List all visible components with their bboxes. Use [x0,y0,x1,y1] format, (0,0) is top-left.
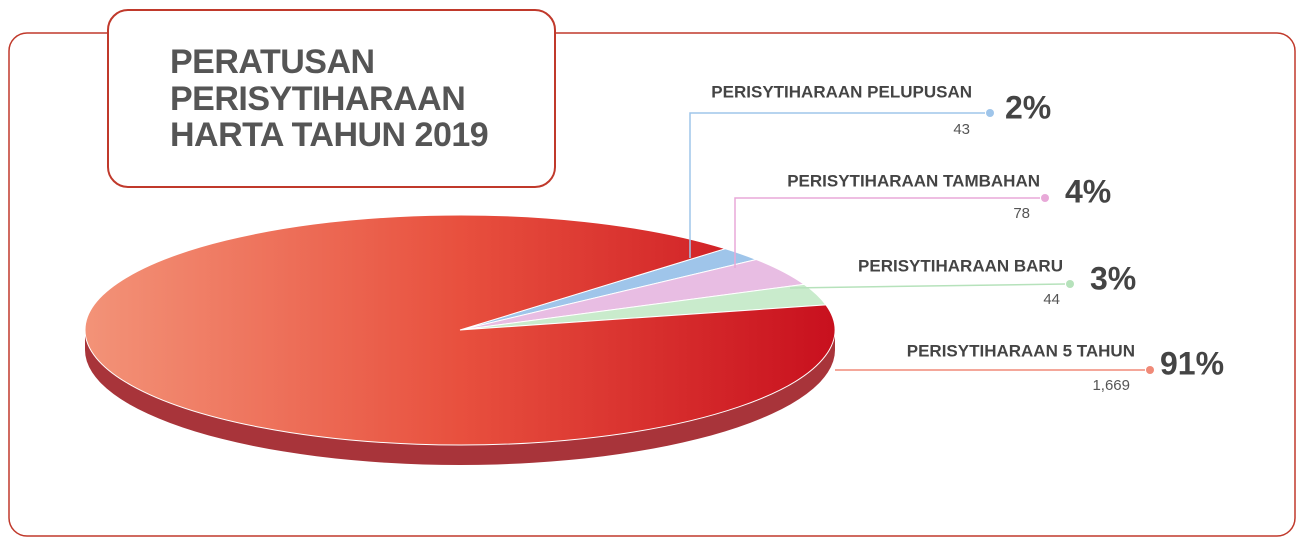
percent-label: 4% [1065,173,1111,209]
category-label: PERISYTIHARAAN PELUPUSAN [711,82,972,101]
title-box [107,9,556,188]
leader-line [689,112,985,258]
count-label: 44 [1043,291,1060,308]
count-label: 1,669 [1092,377,1130,394]
category-label: PERISYTIHARAAN 5 TAHUN [907,341,1135,360]
leader-line [789,283,1066,289]
leader-dot [986,109,994,117]
percent-label: 91% [1160,345,1224,381]
leader-line [734,197,1040,268]
chart-title: PERATUSAN PERISYTIHARAAN HARTA TAHUN 201… [170,43,489,155]
leader-dot [1066,280,1074,288]
category-label: PERISYTIHARAAN TAMBAHAN [787,171,1040,190]
pie-slice [84,214,836,446]
percent-label: 3% [1090,260,1136,296]
count-label: 78 [1013,205,1030,222]
count-label: 43 [953,121,970,138]
leader-dot [1146,366,1154,374]
pie [84,214,836,465]
percent-label: 2% [1005,89,1051,125]
category-label: PERISYTIHARAAN BARU [858,256,1063,275]
leader-dot [1041,194,1049,202]
